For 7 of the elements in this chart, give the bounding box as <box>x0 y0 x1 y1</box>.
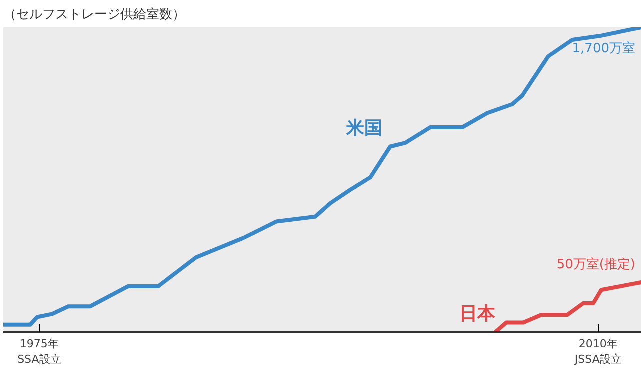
series-label: 日本 <box>459 304 496 324</box>
annotation: 1,700万室 <box>572 40 636 56</box>
x-tick-label: 1975年 SSA設立 <box>18 338 62 366</box>
chart-title: （セルフストレージ供給室数） <box>4 6 186 22</box>
x-tick-label: 2010年 JSSA設立 <box>574 338 622 366</box>
series-label: 米国 <box>345 118 382 139</box>
annotation: 50万室(推定) <box>556 256 636 272</box>
